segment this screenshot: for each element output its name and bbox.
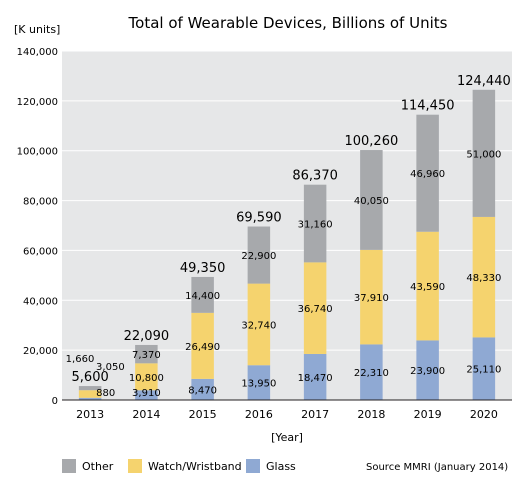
bar-other xyxy=(303,184,327,263)
segment-label: 23,900 xyxy=(410,366,445,377)
bar-other xyxy=(191,276,214,313)
bar-watch xyxy=(472,216,496,338)
bar-watch xyxy=(247,283,271,366)
x-tick-label: 2013 xyxy=(76,408,104,421)
segment-label: 31,160 xyxy=(298,220,333,231)
y-tick-label: 120,000 xyxy=(17,97,58,108)
bar-glass xyxy=(303,353,327,400)
total-label: 22,090 xyxy=(124,329,170,344)
bar-other xyxy=(416,114,439,232)
bar-glass xyxy=(135,390,158,400)
segment-label: 46,960 xyxy=(410,169,445,180)
x-tick-label: 2018 xyxy=(357,408,385,421)
bars xyxy=(78,89,496,400)
segment-label: 25,110 xyxy=(466,365,501,376)
y-tick-label: 60,000 xyxy=(23,246,58,257)
bar-watch xyxy=(360,249,383,345)
segment-label: 13,950 xyxy=(241,379,276,390)
x-tick-label: 2020 xyxy=(470,408,498,421)
legend-swatch-other xyxy=(62,459,76,473)
legend-label-glass: Glass xyxy=(266,460,296,473)
y-tick-label: 0 xyxy=(52,396,58,407)
segment-label: 36,740 xyxy=(298,304,333,315)
bar-glass xyxy=(360,344,383,400)
total-label: 5,600 xyxy=(72,370,109,385)
legend: Other Watch/Wristband Glass xyxy=(62,459,296,473)
y-tick-label: 20,000 xyxy=(23,346,58,357)
total-labels: 5,600 22,090 49,350 69,590 86,370 100,260 114,… xyxy=(72,74,511,385)
x-tick-label: 2016 xyxy=(245,408,273,421)
y-tick-label: 40,000 xyxy=(23,296,58,307)
segment-label: 7,370 xyxy=(132,350,161,361)
total-label: 114,450 xyxy=(401,99,455,114)
segment-label: 18,470 xyxy=(298,373,333,384)
total-label: 86,370 xyxy=(292,169,338,184)
y-tick-label: 140,000 xyxy=(17,47,58,58)
bar-watch xyxy=(303,262,327,354)
segment-label: 43,590 xyxy=(410,282,445,293)
bar-glass xyxy=(191,378,214,400)
bar-glass xyxy=(416,340,439,400)
legend-label-watch: Watch/Wristband xyxy=(148,460,242,473)
bar-glass xyxy=(78,397,102,400)
bar-watch xyxy=(416,231,439,341)
segment-label: 880 xyxy=(96,388,115,399)
legend-label-other: Other xyxy=(82,460,114,473)
x-axis-label: [Year] xyxy=(271,431,303,444)
bar-other xyxy=(472,89,496,217)
segment-label: 1,660 xyxy=(66,354,95,365)
segment-label: 22,900 xyxy=(241,251,276,262)
bar-watch xyxy=(78,390,102,398)
total-label: 100,260 xyxy=(344,134,398,149)
x-axis-ticks: 2013 2014 2015 2016 2017 2018 2019 2020 xyxy=(76,408,498,421)
segment-label: 48,330 xyxy=(466,273,501,284)
bar-glass xyxy=(247,365,271,400)
chart-title: Total of Wearable Devices, Billions of U… xyxy=(128,14,448,32)
x-tick-label: 2017 xyxy=(301,408,329,421)
total-label: 49,350 xyxy=(180,261,226,276)
total-label: 69,590 xyxy=(236,211,282,226)
segment-label: 51,000 xyxy=(466,149,501,160)
y-axis-ticks: 0 20,000 40,000 60,000 80,000 100,000 120,000 1… xyxy=(17,47,58,407)
segment-label: 32,740 xyxy=(241,320,276,331)
segment-label: 26,490 xyxy=(185,342,220,353)
segment-label: 37,910 xyxy=(354,293,389,304)
segment-label: 22,310 xyxy=(354,368,389,379)
bar-other xyxy=(135,344,158,364)
source-note: Source MMRI (January 2014) xyxy=(366,462,508,473)
bar-glass xyxy=(472,337,496,400)
x-tick-label: 2019 xyxy=(414,408,442,421)
segment-label: 3,910 xyxy=(132,388,161,399)
total-label: 124,440 xyxy=(457,74,511,89)
y-tick-label: 100,000 xyxy=(17,147,58,158)
legend-swatch-glass xyxy=(246,459,260,473)
bar-other xyxy=(360,150,383,250)
bar-other xyxy=(247,226,271,284)
bar-other xyxy=(78,386,102,391)
y-axis-label: [K units] xyxy=(14,23,60,36)
bar-watch xyxy=(135,363,158,391)
segment-label: 14,400 xyxy=(185,291,220,302)
segment-label: 3,050 xyxy=(96,362,125,373)
segment-label: 10,800 xyxy=(129,373,164,384)
segment-label: 8,470 xyxy=(188,385,217,396)
y-tick-label: 80,000 xyxy=(23,197,58,208)
x-tick-label: 2014 xyxy=(132,408,160,421)
x-tick-label: 2015 xyxy=(189,408,217,421)
segment-label: 40,050 xyxy=(354,196,389,207)
bar-watch xyxy=(191,312,214,379)
legend-swatch-watch xyxy=(128,459,142,473)
